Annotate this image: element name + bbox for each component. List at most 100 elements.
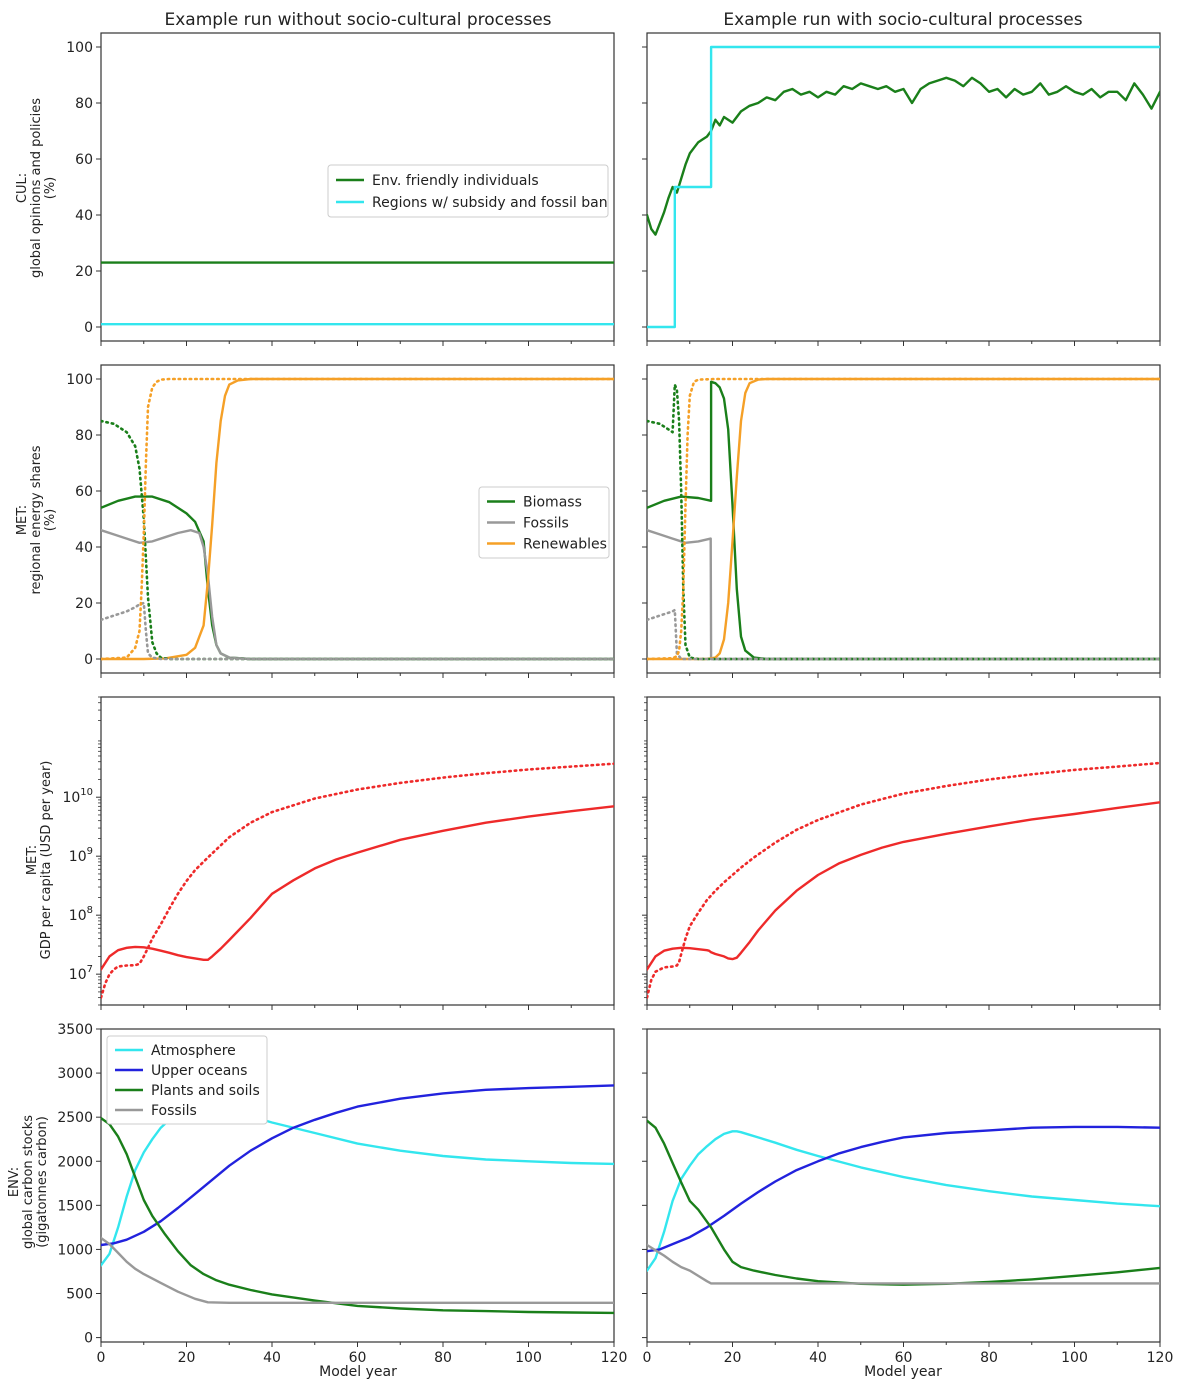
series-group — [647, 377, 1160, 661]
y-tick-label: 0 — [84, 1331, 93, 1347]
plot-frame — [646, 696, 1161, 1006]
series-group — [101, 762, 614, 999]
legend-box — [327, 164, 609, 218]
panel-cul-left: 0 20 40 60 80 100 Env. friendly individuals Reg… — [66, 32, 615, 346]
series-line-red-solid — [647, 801, 1160, 971]
y-tick-label: 109 — [69, 846, 93, 865]
series-line-green-dotted — [101, 419, 614, 661]
series-line-env-friendly-individuals — [647, 76, 1160, 236]
x-tick-label: 80 — [980, 1350, 998, 1366]
row-ylabel-gdp: MET: GDP per capita (USD per year) — [25, 761, 54, 960]
plot-frame — [646, 32, 1161, 342]
legend-label: Biomass — [523, 495, 582, 511]
x-tick-label: 20 — [724, 1350, 742, 1366]
ylabel-line: MET: — [25, 845, 40, 875]
series-line-red-dotted — [647, 761, 1160, 999]
series-line-gray-dotted — [101, 601, 614, 661]
series-group — [647, 45, 1160, 329]
series-line-plants-and-soils — [101, 1116, 614, 1315]
legend-label: Plants and soils — [151, 1083, 260, 1099]
series-line-upper-oceans — [101, 1084, 614, 1247]
column-title-left: Example run without socio-cultural proce… — [164, 10, 551, 30]
row-ylabel-cul: CUL: global opinions and policies (%) — [15, 98, 58, 278]
series-line-plants-and-soils — [647, 1119, 1160, 1286]
series-line-green-dotted — [647, 383, 1160, 661]
panel-gdp-left: 107 108 109 1010 — [62, 696, 615, 1010]
panel-cul-right — [642, 32, 1161, 346]
legend: Atmosphere Upper oceans Plants and soils Fo… — [106, 1035, 268, 1125]
panel-env-left: 0 20 40 60 80 100 120 0 500 1000 1500 2000 2500 3000 3… — [57, 1022, 627, 1366]
y-tick-label: 0 — [84, 320, 93, 336]
y-tick-label: 0 — [84, 652, 93, 668]
ylabel-line: ENV: — [7, 1167, 22, 1197]
legend-box — [106, 1035, 268, 1125]
y-tick-label: 20 — [75, 264, 93, 280]
legend-label: Regions w/ subsidy and fossil ban — [372, 195, 608, 211]
y-tick-label: 1010 — [62, 787, 93, 806]
x-axis-label-left: Model year — [319, 1364, 397, 1380]
y-tick-label: 80 — [75, 96, 93, 112]
y-tick-label: 2000 — [57, 1154, 93, 1170]
y-tick-label: 80 — [75, 428, 93, 444]
y-tick-label: 107 — [69, 964, 93, 983]
row-ylabel-energy: MET: regional energy shares (%) — [15, 445, 58, 594]
x-tick-label: 100 — [515, 1350, 542, 1366]
ylabel-line: regional energy shares — [29, 445, 44, 594]
ylabel-line: (%) — [43, 509, 58, 532]
legend-label: Fossils — [523, 516, 569, 532]
panels: 0 20 40 60 80 100 Env. friendly individuals Reg… — [57, 32, 1173, 1366]
series-group — [101, 377, 614, 661]
series-group — [101, 261, 614, 326]
series-line-atmosphere — [101, 1102, 614, 1267]
x-tick-label: 20 — [178, 1350, 196, 1366]
legend-label: Fossils — [151, 1103, 197, 1119]
ylabel-line: (%) — [43, 177, 58, 200]
series-line-biomass — [647, 380, 1160, 661]
plot-frame — [646, 364, 1161, 674]
y-tick-label: 500 — [66, 1287, 93, 1303]
y-tick-label: 3000 — [57, 1066, 93, 1082]
y-tick-label: 40 — [75, 208, 93, 224]
y-tick-label: 2500 — [57, 1110, 93, 1126]
x-tick-label: 0 — [97, 1350, 106, 1366]
y-tick-label: 108 — [69, 905, 93, 924]
y-tick-label: 100 — [66, 372, 93, 388]
x-tick-label: 100 — [1061, 1350, 1088, 1366]
legend-label: Upper oceans — [151, 1063, 247, 1079]
panel-gdp-right — [642, 696, 1161, 1010]
legend-box — [478, 486, 610, 559]
legend: Biomass Fossils Renewables — [478, 486, 610, 559]
ylabel-line: global opinions and policies — [29, 98, 44, 278]
y-tick-label: 1000 — [57, 1242, 93, 1258]
series-group — [647, 1119, 1160, 1286]
series-line-orange-dotted — [647, 377, 1160, 661]
x-tick-label: 60 — [895, 1350, 913, 1366]
legend: Env. friendly individuals Regions w/ subs… — [327, 164, 609, 218]
series-line-fossils — [101, 529, 614, 661]
plot-frame — [646, 1028, 1161, 1343]
series-line-renewables — [647, 377, 1160, 661]
series-line-atmosphere — [647, 1130, 1160, 1272]
x-tick-label: 40 — [809, 1350, 827, 1366]
series-line-red-dotted — [101, 762, 614, 999]
panel-met-shares-left: 0 20 40 60 80 100 Biomass Fossils Renewables — [66, 364, 615, 678]
ylabel-line: (gigatonnes carbon) — [35, 1116, 50, 1248]
legend-label: Atmosphere — [151, 1043, 236, 1059]
x-tick-label: 120 — [601, 1350, 628, 1366]
x-tick-label: 0 — [643, 1350, 652, 1366]
series-line-regions-w-subsidy-and-fossil-ban — [647, 45, 1160, 329]
panel-env-right: 0 20 40 60 80 100 120 — [642, 1028, 1173, 1366]
y-tick-label: 1500 — [57, 1198, 93, 1214]
series-line-fossils — [647, 529, 1160, 661]
series-line-renewables — [101, 377, 614, 661]
series-line-fossils — [647, 1243, 1160, 1285]
y-tick-label: 3500 — [57, 1022, 93, 1038]
row-ylabel-env: ENV: global carbon stocks (gigatonnes ca… — [7, 1115, 50, 1249]
legend-label: Renewables — [523, 537, 607, 553]
ylabel-line: global carbon stocks — [21, 1115, 36, 1249]
y-tick-label: 40 — [75, 540, 93, 556]
series-line-orange-dotted — [101, 377, 614, 661]
ylabel-line: MET: — [15, 505, 30, 535]
x-tick-label: 60 — [349, 1350, 367, 1366]
